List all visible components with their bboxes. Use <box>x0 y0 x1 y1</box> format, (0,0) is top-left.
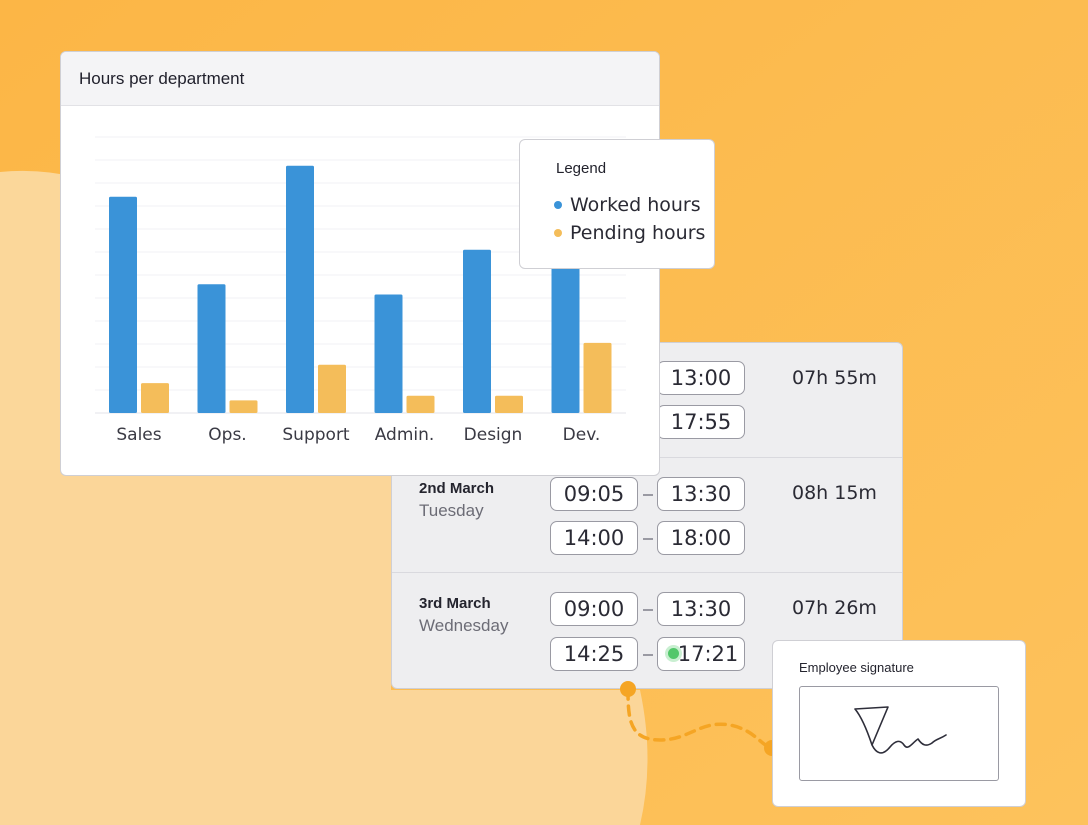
x-tick-label: Sales <box>116 425 161 445</box>
signature-card: Employee signature <box>772 640 1026 807</box>
time-start-input[interactable]: 14:00 <box>550 521 638 555</box>
time-separator <box>643 609 653 611</box>
time-end-input[interactable]: 17:55 <box>657 405 745 439</box>
time-end-input[interactable]: 13:30 <box>657 477 745 511</box>
x-tick-label: Design <box>464 425 523 445</box>
bar-pending <box>229 400 258 413</box>
timesheet-row: 13:00 17:55 07h 55m <box>392 343 902 458</box>
bar-worked <box>374 294 403 413</box>
bar-worked <box>551 263 580 413</box>
legend-label: Worked hours <box>570 194 701 216</box>
time-start-input[interactable]: 14:25 <box>550 637 638 671</box>
bar-pending <box>318 364 346 413</box>
bar-worked <box>286 165 314 413</box>
row-day: Tuesday <box>419 501 484 520</box>
row-total: 08h 15m <box>792 482 877 504</box>
time-separator <box>643 654 653 656</box>
legend-item-pending: Pending hours <box>554 219 714 247</box>
time-start-input[interactable]: 09:05 <box>550 477 638 511</box>
time-end-input[interactable]: 13:00 <box>657 361 745 395</box>
pending-dot-icon <box>554 229 562 237</box>
bar-chart: Sales Ops. Support Admin. Design Dev. <box>95 136 626 445</box>
time-end-input[interactable]: 13:30 <box>657 592 745 626</box>
bar-pending <box>406 395 435 413</box>
green-dot-icon <box>668 648 679 659</box>
time-end-live-input[interactable]: 17:21 <box>657 637 745 671</box>
bar-worked <box>109 196 137 413</box>
signature-pad[interactable] <box>799 686 999 781</box>
chart-title: Hours per department <box>61 52 659 106</box>
time-end-value: 17:21 <box>677 642 739 666</box>
legend-card: Legend Worked hours Pending hours <box>519 139 715 269</box>
row-total: 07h 55m <box>792 367 877 389</box>
x-tick-label: Dev. <box>563 425 601 445</box>
legend-title: Legend <box>556 160 607 177</box>
row-total: 07h 26m <box>792 597 877 619</box>
x-tick-label: Support <box>282 425 350 445</box>
signature-scribble-icon <box>854 706 947 754</box>
row-day: Wednesday <box>419 616 509 635</box>
bar-pending <box>495 395 523 413</box>
legend-item-worked: Worked hours <box>554 191 714 219</box>
row-date: 3rd March <box>419 595 491 612</box>
bar-worked <box>197 284 226 413</box>
bar-worked <box>463 249 491 413</box>
time-separator <box>643 494 653 496</box>
bar-pending <box>141 383 169 413</box>
timesheet-row: 2nd March Tuesday 09:05 13:30 14:00 18:0… <box>392 458 902 573</box>
row-date: 2nd March <box>419 480 495 497</box>
time-separator <box>643 538 653 540</box>
bar-pending <box>583 342 612 413</box>
x-tick-label: Admin. <box>375 425 435 445</box>
timesheet-row: 3rd March Wednesday 09:00 13:30 14:25 17… <box>392 573 902 688</box>
x-tick-label: Ops. <box>208 425 246 445</box>
time-end-input[interactable]: 18:00 <box>657 521 745 555</box>
legend-label: Pending hours <box>570 222 706 244</box>
time-start-input[interactable]: 09:00 <box>550 592 638 626</box>
signature-label: Employee signature <box>799 660 914 675</box>
worked-dot-icon <box>554 201 562 209</box>
